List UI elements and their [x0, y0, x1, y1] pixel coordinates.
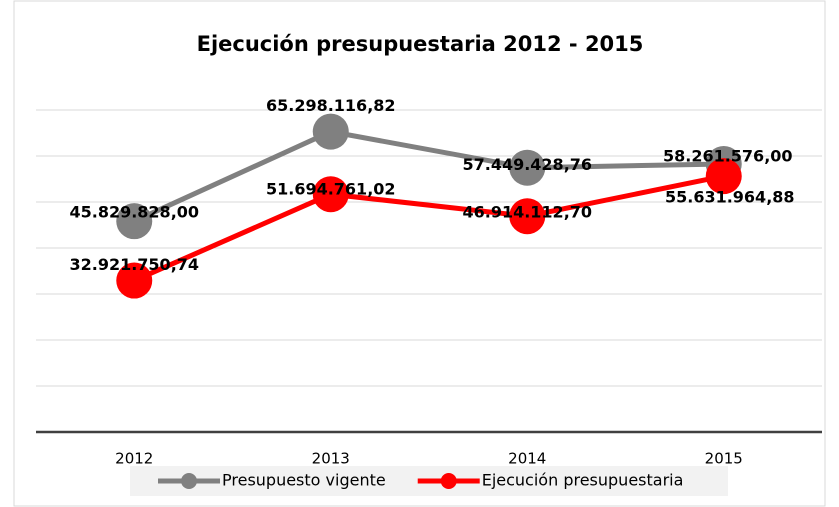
data-label: 32.921.750,74	[69, 255, 199, 274]
marker	[116, 262, 153, 299]
marker	[312, 176, 349, 213]
series-line	[133, 173, 725, 283]
marker	[509, 149, 546, 186]
legend-marker	[181, 473, 197, 489]
x-tick-label: 2012	[115, 450, 153, 468]
x-tick-label: 2013	[312, 450, 350, 468]
chart-title: Ejecución presupuestaria 2012 - 2015	[197, 32, 644, 56]
chart-border	[13, 0, 826, 507]
marker	[312, 113, 349, 150]
x-tick-label: 2014	[508, 450, 546, 468]
marker	[705, 158, 742, 195]
marker	[509, 198, 546, 235]
legend-label: Ejecución presupuestaria	[482, 471, 684, 490]
data-label: 65.298.116,82	[266, 96, 396, 115]
data-label: 57.449.428,76	[462, 155, 592, 174]
legend-marker	[440, 473, 457, 489]
data-label: 58.261.576,00	[663, 146, 793, 165]
data-label: 51.694.761,02	[266, 180, 396, 199]
x-tick-label: 2015	[705, 450, 743, 468]
data-label: 45.829.828,00	[69, 203, 199, 222]
legend-label: Presupuesto vigente	[222, 471, 386, 490]
series-line	[133, 129, 724, 224]
data-label: 46.914.112,70	[462, 203, 592, 222]
marker	[116, 203, 153, 240]
data-label: 55.631.964,88	[665, 188, 795, 207]
